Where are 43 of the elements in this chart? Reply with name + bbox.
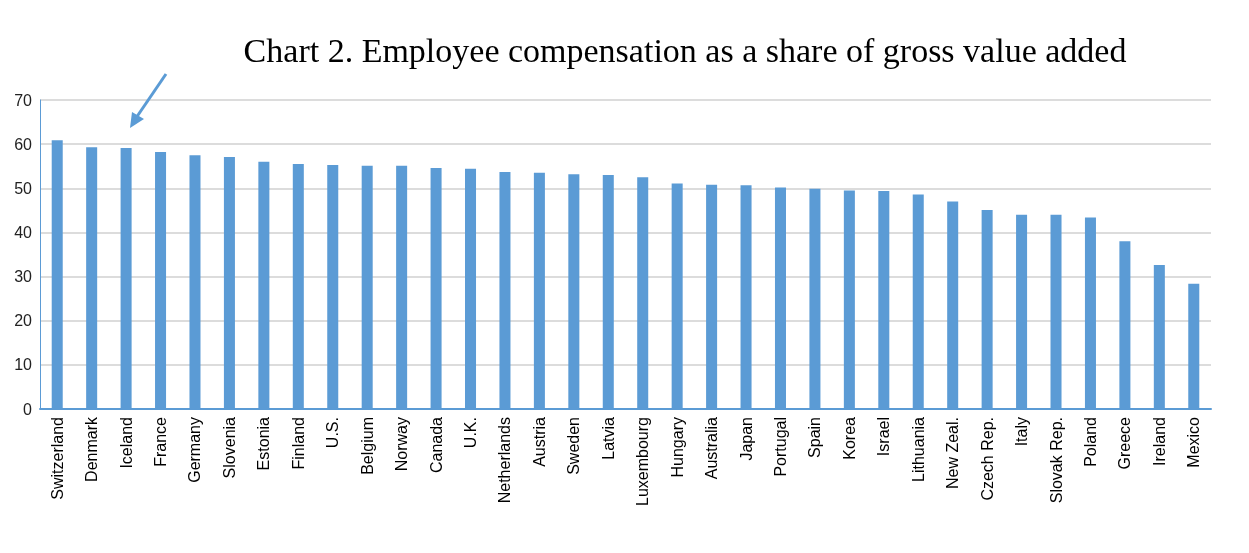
x-tick-label: Latvia <box>599 416 617 460</box>
x-tick-label: Denmark <box>83 416 101 482</box>
x-tick-label: Ireland <box>1150 417 1168 466</box>
x-tick-label: Hungary <box>668 417 686 478</box>
x-tick-label: Australia <box>703 416 721 480</box>
x-tick-label: Sweden <box>565 417 583 475</box>
x-tick-label: U.S. <box>324 417 342 449</box>
x-tick-label: Slovak Rep. <box>1047 417 1065 504</box>
x-tick-label: Israel <box>875 417 893 457</box>
x-tick-label: Poland <box>1081 417 1099 467</box>
y-tick-label: 10 <box>14 356 33 374</box>
x-tick-label: Belgium <box>358 417 376 475</box>
x-tick-label: Slovenia <box>220 416 238 479</box>
x-tick-label: Portugal <box>771 417 789 477</box>
x-tick-label: Germany <box>186 417 204 483</box>
x-tick-label: Norway <box>393 417 411 472</box>
x-tick-label: Iceland <box>117 417 135 469</box>
chart-title: Chart 2. Employee compensation as a share of gross value added <box>243 31 1127 69</box>
y-tick-label: 0 <box>23 400 33 418</box>
x-tick-label: Lithuania <box>909 416 927 482</box>
x-tick-label: Austria <box>530 416 548 467</box>
x-tick-label: New Zeal. <box>944 417 962 490</box>
y-tick-label: 20 <box>14 312 33 330</box>
x-tick-label: U.K. <box>462 417 480 449</box>
y-tick-label: 30 <box>14 268 33 286</box>
x-tick-label: Mexico <box>1185 416 1203 468</box>
x-tick-label: Korea <box>840 416 858 460</box>
x-tick-label: Luxembourg <box>634 417 652 506</box>
x-tick-label: Finland <box>289 417 307 470</box>
x-tick-label: Czech Rep. <box>978 417 996 501</box>
x-tick-label: Estonia <box>255 416 273 471</box>
y-tick-label: 70 <box>14 91 33 109</box>
x-tick-label: Canada <box>427 416 445 474</box>
x-tick-label: Japan <box>737 417 755 461</box>
y-tick-label: 40 <box>14 223 33 241</box>
x-tick-label: Switzerland <box>48 417 66 500</box>
y-tick-label: 50 <box>14 179 33 197</box>
x-tick-label: Spain <box>806 417 824 458</box>
x-tick-label: Greece <box>1116 416 1134 470</box>
x-tick-label: Netherlands <box>496 417 514 504</box>
x-tick-label: France <box>152 416 170 467</box>
x-tick-label: Italy <box>1013 417 1031 447</box>
y-tick-label: 60 <box>14 135 33 153</box>
